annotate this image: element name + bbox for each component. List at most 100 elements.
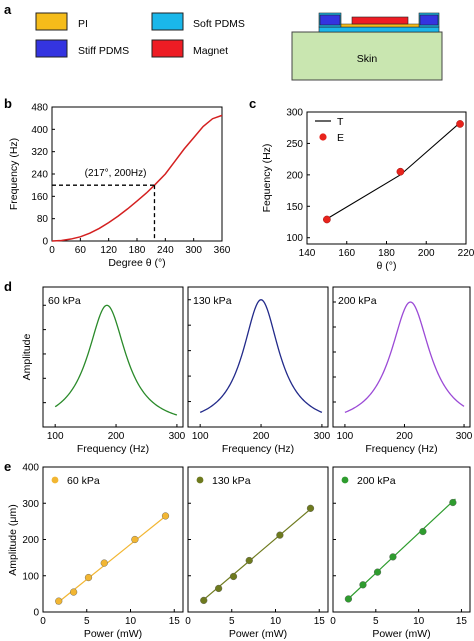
subplot-title: 130 kPa [193,295,232,307]
y-tick-label: 200 [286,170,303,181]
x-tick-label: 200 [108,431,125,442]
resonance-curve [199,299,323,413]
data-point [55,597,63,605]
x-tick-label: 300 [169,431,186,442]
y-tick-label: 400 [31,125,48,136]
legend-label-soft-pdms: Soft PDMS [193,18,245,30]
x-tick-label: 15 [314,616,326,627]
data-point [389,553,397,561]
y-tick-label: 480 [31,103,48,114]
x-tick-label: 100 [192,431,209,442]
subplot-frame [187,286,329,428]
x-tick-label: 5 [373,616,379,627]
legend-dot [51,476,59,484]
y-tick-label: 300 [22,499,39,510]
x-tick-label: 0 [49,245,55,256]
skin-label: Skin [357,53,378,65]
x-tick-label: 60 [75,245,87,256]
x-tick-label: 180 [129,245,146,256]
y-tick-label: 250 [286,139,303,150]
data-point [419,527,427,536]
device-schematic: Skin [291,12,443,81]
x-tick-label: 300 [314,431,331,442]
x-axis-label: Power (mW) [229,628,287,640]
data-point [245,556,253,565]
resonance-curve [344,301,465,414]
x-axis-label: Frequency (Hz) [365,443,437,455]
legend-label-stiff-pdms: Stiff PDMS [78,45,129,57]
x-tick-label: 300 [185,245,202,256]
x-tick-label: 10 [125,616,137,627]
x-tick-label: 240 [157,245,174,256]
subplot-frame [42,286,184,428]
soft-pdms-base [318,26,440,33]
subplot-title: 60 kPa [48,295,81,307]
legend-label-theory: T [337,116,344,128]
panel-label-b: b [4,96,12,111]
x-tick-label: 300 [456,431,473,442]
x-tick-label: 200 [253,431,270,442]
y-tick-label: 320 [31,147,48,158]
x-axis-label: Frequency (Hz) [77,443,149,455]
x-tick-label: 0 [185,616,191,627]
x-axis-label: Degree θ (°) [108,257,165,269]
legend-swatch-pi [35,12,68,31]
x-tick-label: 15 [456,616,468,627]
data-point [359,581,367,589]
y-tick-label: 240 [31,170,48,181]
x-tick-label: 360 [214,245,231,256]
x-axis-label: Power (mW) [372,628,430,640]
y-axis-label: Frequency (Hz) [8,138,20,210]
stiff-pdms-left [319,14,341,26]
experiment-point [323,215,331,224]
x-axis-label: Frequency (Hz) [222,443,294,455]
x-tick-label: 15 [169,616,181,627]
data-point [100,559,108,567]
data-point [84,573,93,582]
x-tick-label: 100 [337,431,354,442]
subplot-frame [332,466,471,613]
x-tick-label: 140 [299,248,316,259]
y-tick-label: 100 [286,233,303,244]
y-axis-label: Amplitude [21,334,33,381]
y-tick-label: 300 [286,108,303,119]
legend-swatch-magnet [151,39,184,58]
pi-film [340,23,420,28]
y-tick-label: 150 [286,202,303,213]
x-tick-label: 0 [330,616,336,627]
y-axis-label: Amplitude (μm) [7,504,19,575]
x-tick-label: 5 [229,616,235,627]
legend-label-experiment: E [337,132,344,144]
panel-a-legend: PI Stiff PDMS Soft PDMS Magnet [35,12,245,58]
x-tick-label: 180 [378,248,395,259]
x-axis-label: θ (°) [377,260,397,272]
y-tick-label: 400 [22,463,39,474]
data-point [161,512,170,520]
x-tick-label: 120 [100,245,117,256]
subplot-frame [42,466,184,613]
data-point [215,584,223,593]
amplitude-vs-frequency-charts: 60 kPa 100 200 300 Frequency (Hz) 130 kPa 100 2… [21,286,473,455]
y-tick-label: 100 [22,571,39,582]
y-axis-label: Fequency (Hz) [261,144,273,213]
panel-label-d: d [4,279,12,294]
legend-dot-experiment [319,133,327,141]
data-point [131,535,139,544]
x-axis-label: Power (mW) [84,628,142,640]
legend-swatch-stiff-pdms [35,39,68,58]
x-tick-label: 5 [84,616,90,627]
x-tick-label: 200 [396,431,413,442]
experiment-point [396,167,405,176]
skin-layer [291,31,443,81]
frequency-vs-degree-chart: 0 80 160 240 320 400 480 0 60 120 180 240 300 360 (217… [8,103,231,270]
data-point [449,498,457,507]
frequency-curve [51,114,223,242]
y-tick-label: 160 [31,192,48,203]
resonance-curve [54,304,178,416]
subplot-title: 200 kPa [357,475,396,487]
panel-label-c: c [249,96,256,111]
plot-frame [306,111,467,245]
data-point [373,568,382,576]
y-tick-label: 200 [22,535,39,546]
panel-label-e: e [4,459,11,474]
